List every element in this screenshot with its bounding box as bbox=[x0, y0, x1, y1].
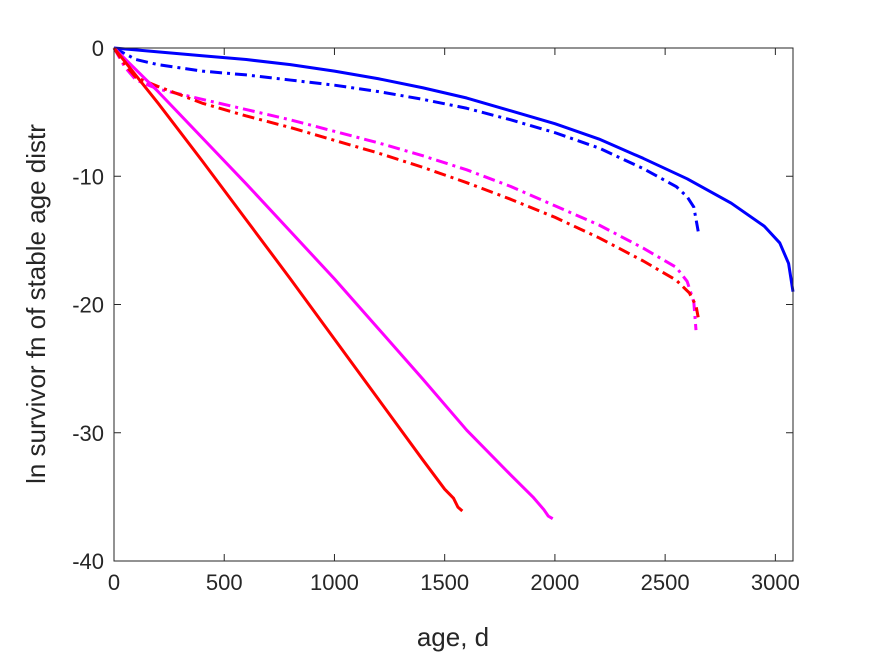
x-tick-label: 0 bbox=[108, 570, 120, 595]
x-tick-label: 1500 bbox=[420, 570, 469, 595]
series-line-3 bbox=[112, 47, 698, 331]
y-axis-label: ln survivor fn of stable age distr bbox=[21, 124, 51, 484]
y-tick-label: -30 bbox=[72, 421, 104, 446]
y-tick-label: -20 bbox=[72, 293, 104, 318]
series-line-4 bbox=[112, 47, 700, 318]
axis-ticks: 0 500 1000 1500 2000 2500 3000 0 -10 -20 -30 -40 bbox=[72, 36, 800, 595]
series-line-6 bbox=[112, 47, 464, 513]
x-tick-label: 2000 bbox=[530, 570, 579, 595]
x-tick-label: 3000 bbox=[751, 570, 800, 595]
series-line-2 bbox=[113, 46, 700, 232]
series-line-1 bbox=[113, 46, 795, 292]
x-tick-label: 1000 bbox=[310, 570, 359, 595]
plot-lines bbox=[112, 46, 795, 520]
y-tick-label: -40 bbox=[72, 549, 104, 574]
x-tick-label: 500 bbox=[206, 570, 243, 595]
y-tick-label: -10 bbox=[72, 164, 104, 189]
x-axis-label: age, d bbox=[417, 622, 489, 652]
y-tick-label: 0 bbox=[92, 36, 104, 61]
x-tick-label: 2500 bbox=[641, 570, 690, 595]
series-line-5 bbox=[112, 46, 554, 520]
